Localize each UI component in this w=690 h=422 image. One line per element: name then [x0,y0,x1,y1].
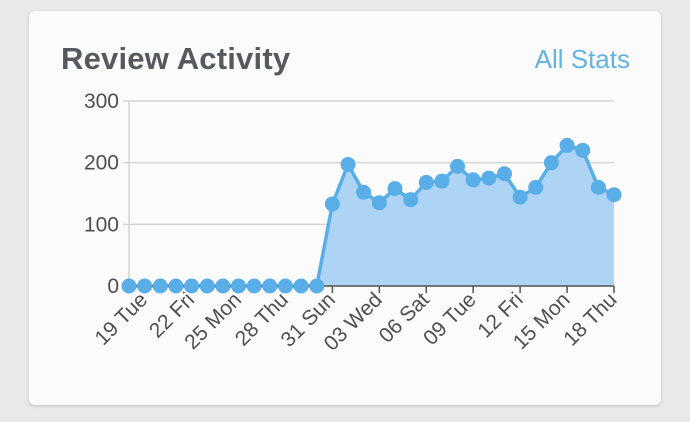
data-point [309,278,325,294]
area-fill [129,145,614,286]
data-point [246,278,262,294]
x-tick-label: 19 Tue [90,288,152,350]
data-point [418,174,434,190]
data-point [606,187,622,203]
data-point [262,278,278,294]
data-point [450,158,466,174]
data-point [293,278,309,294]
y-tick-label-100: 100 [84,213,119,236]
y-tick-label-0: 0 [107,275,119,298]
data-point [199,278,215,294]
y-axis: 0 100 200 300 [84,90,130,298]
y-tick-label-300: 300 [84,90,119,113]
review-activity-card: Review Activity All Stats 0 100 200 300 19 … [29,11,661,405]
data-point [559,137,575,153]
x-tick-label: 09 Tue [419,288,481,350]
data-point [168,278,184,294]
data-point [465,172,481,188]
data-point [387,181,403,197]
card-title: Review Activity [61,41,291,76]
data-point [496,166,512,182]
data-point [184,278,200,294]
data-point [137,278,153,294]
x-tick-label: 18 Thu [559,288,621,350]
data-point [590,179,606,195]
data-points [121,137,622,294]
data-point [356,184,372,200]
data-point [231,278,247,294]
data-point [481,170,497,186]
data-point [324,196,340,212]
data-point [277,278,293,294]
all-stats-link[interactable]: All Stats [534,44,630,74]
y-tick-label-200: 200 [84,152,119,175]
data-point [434,173,450,189]
data-point [403,192,419,208]
data-point [152,278,168,294]
data-point [371,195,387,211]
area-series [129,143,615,288]
data-point [121,278,137,294]
data-point [528,179,544,195]
data-point [215,278,231,294]
data-point [543,155,559,171]
data-point [512,189,528,205]
data-point [340,157,356,173]
data-point [575,142,591,158]
